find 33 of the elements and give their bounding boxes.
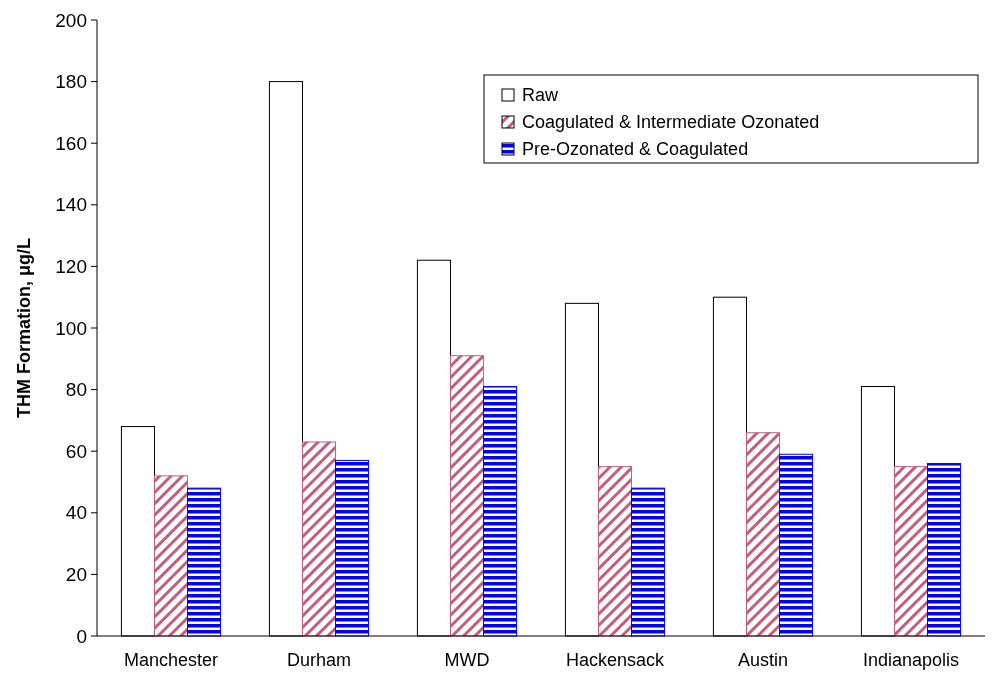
bar xyxy=(597,466,633,637)
y-tick-label: 40 xyxy=(65,502,87,524)
legend-label: Pre-Ozonated & Coagulated xyxy=(522,139,749,160)
y-tick-label: 120 xyxy=(55,256,87,278)
y-tick-label: 100 xyxy=(55,317,87,339)
legend-label: Coagulated & Intermediate Ozonated xyxy=(522,112,820,133)
y-axis-title: THM Formation, μg/L xyxy=(14,238,34,418)
x-tick-label: Manchester xyxy=(123,650,219,670)
x-tick-label: Austin xyxy=(737,650,789,670)
bar xyxy=(483,386,518,637)
legend-label: Raw xyxy=(522,85,560,106)
x-tick-label: Durham xyxy=(286,650,352,670)
bar xyxy=(893,466,929,637)
bar xyxy=(745,432,781,637)
y-tick-label: 0 xyxy=(76,625,87,647)
bar xyxy=(301,441,337,637)
x-tick-label: MWD xyxy=(444,650,490,670)
bar xyxy=(335,459,370,637)
y-tick-label: 60 xyxy=(65,440,87,462)
y-tick-label: 80 xyxy=(65,379,87,401)
y-tick-label: 160 xyxy=(55,132,87,154)
y-tick-label: 200 xyxy=(55,9,87,31)
bar xyxy=(449,355,485,637)
bar xyxy=(631,487,666,637)
y-tick-label: 180 xyxy=(55,71,87,93)
y-tick-label: 20 xyxy=(65,564,87,586)
x-tick-label: Hackensack xyxy=(565,650,666,670)
bar xyxy=(153,475,189,637)
bar xyxy=(187,487,222,637)
x-tick-label: Indianapolis xyxy=(862,650,960,670)
bar xyxy=(927,463,962,637)
bar xyxy=(779,453,814,637)
y-tick-label: 140 xyxy=(55,194,87,216)
